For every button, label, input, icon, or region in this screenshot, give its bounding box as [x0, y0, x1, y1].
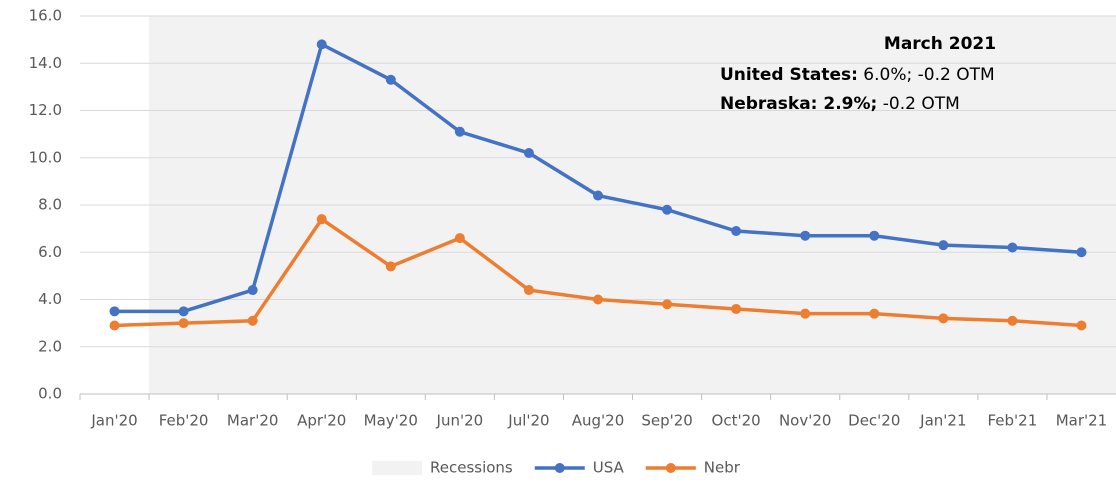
y-tick-label: 10.0: [29, 148, 62, 166]
x-tick-label: Oct'20: [712, 412, 761, 430]
point: [454, 233, 465, 244]
x-tick-label: Jan'21: [919, 412, 966, 430]
annotation-title: March 2021: [884, 34, 996, 54]
point: [316, 39, 327, 50]
point: [869, 308, 880, 319]
legend-label: Recessions: [430, 459, 513, 477]
x-tick-label: Mar'21: [1056, 412, 1108, 430]
y-tick-label: 16.0: [29, 7, 62, 25]
legend-label: USA: [593, 459, 625, 477]
annotation-bold: United States:: [720, 65, 858, 85]
x-tick-label: Jun'20: [436, 412, 484, 430]
point: [247, 285, 258, 296]
point: [869, 230, 880, 241]
legend-marker: [665, 463, 676, 473]
y-tick-label: 8.0: [38, 196, 62, 214]
point: [385, 74, 396, 85]
point: [109, 320, 120, 331]
x-tick-label: Sep'20: [641, 412, 692, 430]
annotation-text: 6.0%; -0.2 OTM: [858, 65, 995, 85]
x-tick-label: Jul'20: [507, 412, 549, 430]
x-tick-label: Feb'20: [159, 412, 209, 430]
point: [662, 204, 673, 215]
point: [800, 230, 811, 241]
point: [385, 261, 396, 272]
x-tick-label: Nov'20: [779, 412, 832, 430]
x-tick-label: Jan'20: [90, 412, 137, 430]
y-tick-label: 2.0: [38, 337, 62, 355]
point: [247, 315, 258, 326]
point: [1076, 247, 1087, 258]
point: [454, 126, 465, 137]
point: [1076, 320, 1087, 331]
point: [800, 308, 811, 319]
point: [662, 299, 673, 310]
x-tick-label: Apr'20: [297, 412, 346, 430]
point: [523, 148, 534, 159]
y-tick-label: 6.0: [38, 243, 62, 261]
background-layer: [80, 15, 1116, 395]
point: [109, 306, 120, 317]
annotation-line: United States: 6.0%; -0.2 OTM: [720, 65, 995, 85]
annotation-bold: Nebraska: 2.9%;: [720, 94, 877, 114]
annotation-text: -0.2 OTM: [877, 94, 959, 114]
point: [593, 190, 603, 201]
x-tick-label: Dec'20: [848, 412, 900, 430]
x-tick-label: Mar'20: [227, 412, 279, 430]
point: [731, 303, 742, 314]
y-tick-label: 14.0: [29, 54, 62, 72]
point: [178, 318, 189, 329]
y-tick-label: 4.0: [38, 290, 62, 308]
x-tick-label: Aug'20: [572, 412, 625, 430]
point: [316, 214, 327, 225]
annotation-line: Nebraska: 2.9%; -0.2 OTM: [720, 94, 960, 114]
point: [178, 306, 189, 317]
x-tick-label: May'20: [364, 412, 418, 430]
point: [938, 313, 949, 324]
point: [938, 240, 949, 251]
legend-label: Nebr: [704, 459, 741, 477]
legend-marker: [554, 463, 565, 473]
point: [731, 225, 742, 236]
point: [593, 294, 603, 305]
point: [1007, 242, 1018, 253]
y-tick-label: 0.0: [38, 385, 62, 403]
x-tick-label: Feb'21: [988, 412, 1038, 430]
point: [1007, 315, 1018, 326]
y-tick-label: 12.0: [29, 101, 62, 119]
legend-swatch: [372, 461, 422, 475]
point: [523, 285, 534, 296]
